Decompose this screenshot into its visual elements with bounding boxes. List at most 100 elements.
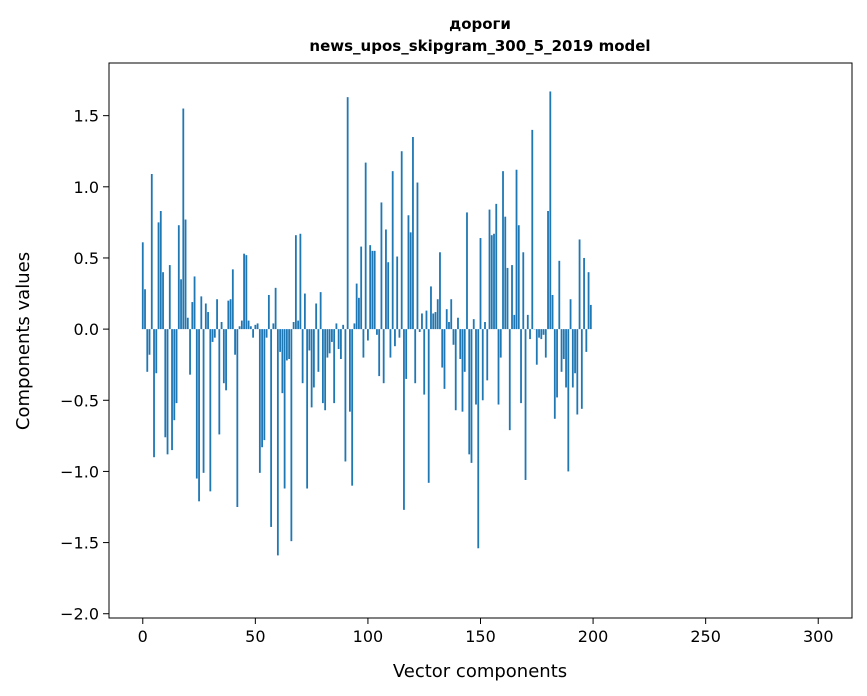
bar [560, 329, 563, 372]
bar [583, 257, 585, 330]
y-tick-label: −2.0 [60, 605, 99, 624]
x-tick-label: 300 [803, 627, 834, 646]
bar [580, 329, 583, 409]
bar [335, 323, 338, 330]
bar [202, 329, 205, 473]
bar [265, 329, 268, 338]
bar [328, 329, 331, 354]
bar [198, 329, 200, 502]
bar [461, 329, 464, 412]
bar [256, 323, 259, 330]
y-tick-label: 0.0 [74, 320, 99, 339]
bar [303, 293, 306, 330]
bar [445, 309, 448, 330]
bar [504, 216, 507, 330]
bar [506, 267, 509, 330]
bar [400, 151, 403, 330]
bar [490, 235, 493, 330]
bar [472, 319, 475, 330]
bar [405, 329, 408, 379]
bar [312, 329, 315, 388]
bar [567, 329, 570, 472]
bar [207, 312, 209, 330]
bar [263, 329, 266, 441]
x-axis: 0 50 100 150 200 250 300 [138, 618, 834, 646]
bar [252, 329, 254, 338]
bar [150, 174, 153, 330]
bar [159, 211, 162, 330]
bar [380, 202, 383, 330]
bar [274, 287, 277, 330]
bar [443, 329, 446, 389]
bar [409, 232, 412, 330]
bar [301, 329, 304, 384]
bar [578, 239, 581, 330]
bar [213, 329, 216, 338]
bar [371, 250, 374, 330]
bar [493, 233, 495, 330]
bar [553, 329, 556, 419]
bar [398, 329, 401, 338]
bar [565, 329, 567, 388]
bar [276, 329, 279, 556]
bar [549, 91, 552, 330]
bar [144, 289, 146, 330]
bar [517, 225, 520, 330]
bar [468, 329, 471, 455]
x-tick-label: 50 [245, 627, 265, 646]
bar [513, 314, 516, 330]
bar [407, 215, 410, 330]
bar [418, 329, 421, 332]
bar [340, 329, 342, 359]
bar [195, 329, 198, 479]
bar [450, 299, 453, 330]
bar [337, 329, 340, 350]
bar [184, 219, 187, 330]
bar [562, 329, 565, 359]
bar [486, 329, 489, 381]
bar [502, 171, 504, 330]
bar [477, 329, 480, 549]
bar [520, 329, 522, 404]
y-tick-label: −1.0 [60, 462, 99, 481]
bar [306, 329, 309, 489]
bar [177, 225, 180, 330]
bar [538, 329, 540, 338]
bar [499, 329, 502, 358]
x-tick-label: 150 [465, 627, 496, 646]
bar [191, 302, 194, 330]
bar [531, 129, 534, 330]
bar [441, 329, 444, 368]
bar [547, 211, 549, 330]
bar [168, 265, 171, 330]
bar [299, 233, 302, 330]
bar [412, 137, 414, 330]
bar [164, 329, 167, 438]
bar [324, 329, 327, 411]
bar [292, 322, 295, 330]
bar [285, 329, 288, 361]
bar [148, 329, 151, 355]
bar [333, 329, 336, 404]
bar [229, 299, 232, 330]
bar [387, 262, 390, 330]
y-axis: −2.0 −1.5 −1.0 −0.5 0.0 0.5 1.0 1.5 [60, 107, 109, 624]
bar [414, 329, 417, 384]
bar [571, 329, 574, 388]
bar [463, 329, 466, 372]
bar [360, 246, 363, 330]
bar [218, 329, 221, 435]
bar [310, 329, 313, 408]
bar [261, 329, 263, 448]
bar [508, 329, 511, 431]
bar [529, 329, 531, 340]
bar [200, 296, 203, 330]
bar [317, 329, 320, 372]
bar [254, 324, 257, 330]
bar [279, 329, 282, 352]
bar [362, 329, 365, 358]
bar [430, 286, 432, 330]
bar [204, 303, 207, 330]
bar [515, 169, 518, 330]
